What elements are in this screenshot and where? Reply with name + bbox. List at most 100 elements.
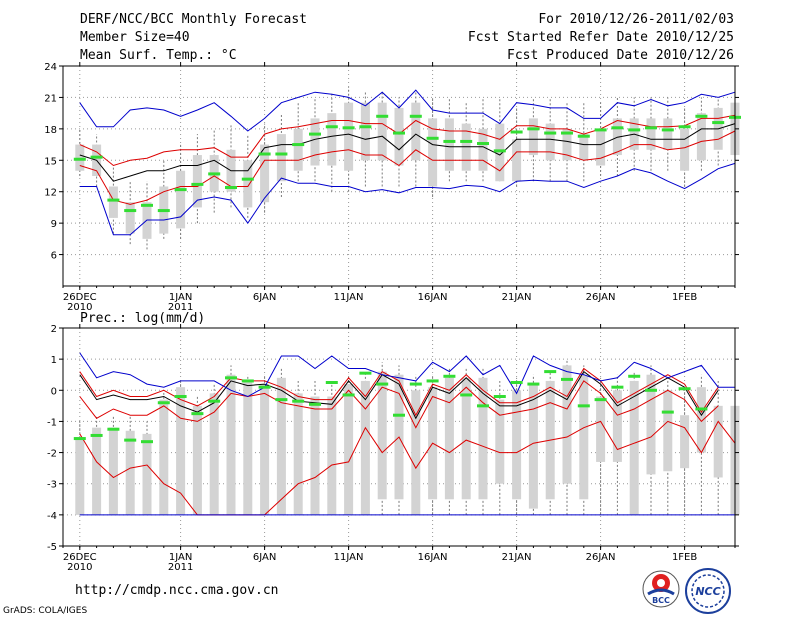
precip-chart-title: Prec.: log(mm/d) — [80, 311, 205, 326]
website-url[interactable]: http://cmdp.ncc.cma.gov.cn — [75, 583, 279, 598]
temp-median-mark — [359, 125, 372, 129]
temp-box — [394, 107, 404, 166]
forecast-period-label: For 2010/12/26-2011/02/03 — [538, 12, 734, 27]
temp-median-mark — [561, 131, 573, 135]
prec-xtick-label: 26JAN — [586, 552, 616, 563]
prec-xtick-label: 1FEB — [672, 552, 697, 563]
prec-series-spread_lowest — [79, 420, 736, 516]
prec-median-mark — [628, 374, 641, 378]
temp-box — [125, 202, 135, 234]
prec-box — [310, 396, 320, 515]
temp-median-mark — [292, 143, 305, 147]
prec-box — [243, 380, 253, 515]
temp-box — [243, 160, 253, 208]
prec-median-mark — [241, 379, 254, 383]
prec-box — [276, 377, 286, 515]
prec-box — [629, 380, 639, 515]
temp-box — [428, 118, 438, 187]
variable-label: Mean Surf. Temp.: °C — [80, 48, 237, 63]
prec-median-mark — [661, 410, 674, 414]
prec-box — [226, 374, 236, 515]
temp-xtick-label: 26JAN — [586, 292, 616, 303]
temp-box — [276, 134, 286, 182]
prec-ytick-label: -2 — [47, 449, 57, 460]
prec-median-mark — [409, 382, 422, 386]
prec-median-mark — [527, 382, 540, 386]
prec-median-mark — [90, 433, 103, 437]
temp-xtick-label: 6JAN — [253, 292, 276, 303]
prec-median-mark — [577, 404, 590, 408]
prec-median-mark — [107, 427, 120, 431]
temp-median-mark — [191, 182, 204, 186]
prec-median-mark — [477, 404, 489, 408]
prec-xtick-label: 21JAN — [502, 552, 532, 563]
temp-box — [528, 118, 538, 156]
prec-box — [713, 405, 723, 478]
temp-box — [478, 128, 488, 171]
prec-ytick-label: 1 — [51, 355, 57, 366]
ncc-logo-icon: NCC — [685, 568, 731, 614]
temp-median-mark — [611, 126, 624, 130]
temp-box — [75, 144, 85, 171]
temp-xtick-label: 21JAN — [502, 292, 532, 303]
prec-median-mark — [258, 385, 271, 389]
prec-median-mark — [426, 379, 439, 383]
temp-box — [646, 118, 656, 150]
temp-box — [495, 123, 505, 182]
temp-xtick-label: 1JAN — [169, 292, 192, 303]
temp-series-envelope_high — [79, 89, 736, 132]
prec-xtick-year: 2010 — [67, 562, 92, 573]
temp-median-mark — [393, 131, 405, 135]
temp-box — [327, 113, 337, 166]
temp-median-mark — [325, 125, 338, 129]
temp-xtick-label: 26DEC — [63, 292, 97, 303]
temp-box — [596, 128, 606, 166]
temp-median-mark — [107, 198, 120, 202]
temp-median-mark — [241, 177, 254, 181]
prec-median-mark — [460, 393, 473, 397]
temp-xtick-label: 16JAN — [418, 292, 448, 303]
temp-box — [344, 102, 354, 171]
prec-median-mark — [393, 413, 405, 417]
prec-median-mark — [292, 399, 305, 403]
prec-box — [260, 384, 270, 515]
prec-ytick-label: -4 — [47, 511, 57, 522]
temp-median-mark — [645, 126, 657, 130]
temp-median-mark — [342, 126, 355, 130]
temp-median-mark — [225, 186, 237, 190]
temp-median-mark — [544, 131, 557, 135]
temp-frame — [62, 65, 736, 287]
prec-box — [176, 387, 186, 515]
temp-xtick-label: 1FEB — [672, 292, 697, 303]
bcc-logo-text: BCC — [652, 596, 670, 605]
temp-median-mark — [309, 132, 321, 136]
temp-median-mark — [577, 134, 590, 138]
temp-box — [293, 128, 303, 171]
prec-median-mark — [359, 371, 372, 375]
temp-box — [260, 144, 270, 203]
prec-median-mark — [73, 437, 86, 441]
prec-ytick-label: 2 — [51, 324, 57, 335]
logos: BCC NCC — [642, 568, 731, 614]
temp-box — [579, 134, 589, 161]
temp-median-mark — [712, 121, 725, 125]
prec-box — [327, 396, 337, 515]
prec-xtick-label: 1JAN — [169, 552, 192, 563]
temp-box — [696, 113, 706, 161]
grads-credit: GrADS: COLA/IGES — [3, 606, 88, 616]
prec-box — [360, 380, 370, 515]
temp-median-mark — [695, 114, 708, 118]
temp-series-mean — [79, 123, 736, 182]
temp-median-mark — [409, 114, 422, 118]
prec-ytick-label: 0 — [51, 386, 57, 397]
temp-median-mark — [628, 128, 641, 132]
prec-ytick-label: -5 — [47, 542, 57, 553]
temp-box — [663, 118, 673, 150]
prec-median-mark — [309, 402, 321, 406]
temp-box — [192, 155, 202, 208]
temp-median-mark — [258, 152, 271, 156]
prec-median-mark — [561, 377, 573, 381]
temp-median-mark — [73, 157, 86, 161]
